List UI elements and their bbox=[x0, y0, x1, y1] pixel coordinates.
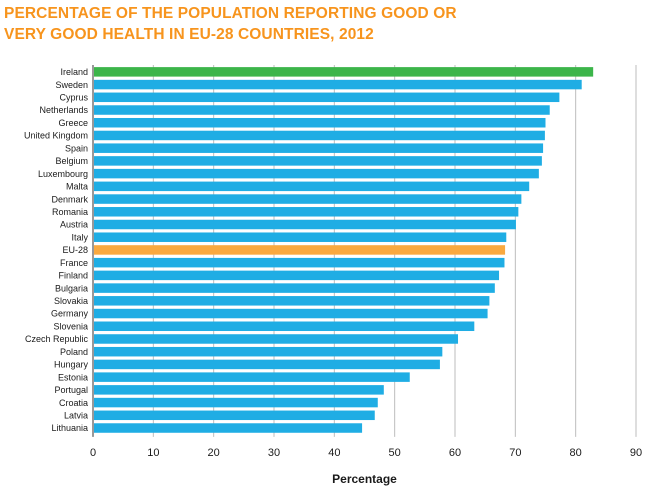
category-label-ireland: Ireland bbox=[60, 67, 88, 77]
bar-poland bbox=[94, 346, 443, 357]
bar-austria bbox=[94, 219, 516, 230]
bar-spain bbox=[94, 143, 544, 153]
category-label-greece: Greece bbox=[58, 118, 88, 128]
category-label-romania: Romania bbox=[52, 207, 88, 217]
chart-title-line-2: VERY GOOD HEALTH IN EU-28 COUNTRIES, 201… bbox=[4, 26, 374, 43]
x-axis-title: Percentage bbox=[332, 472, 397, 486]
category-label-netherlands: Netherlands bbox=[39, 105, 88, 115]
chart-title-line-1: PERCENTAGE OF THE POPULATION REPORTING G… bbox=[4, 5, 457, 22]
category-label-slovenia: Slovenia bbox=[53, 321, 88, 331]
x-tick-label-70: 70 bbox=[509, 447, 521, 459]
x-tick-label-90: 90 bbox=[630, 447, 642, 459]
category-label-finland: Finland bbox=[58, 271, 88, 281]
bar-bulgaria bbox=[94, 283, 495, 293]
category-label-sweden: Sweden bbox=[55, 80, 88, 90]
bar-malta bbox=[94, 181, 530, 192]
bars bbox=[94, 67, 594, 433]
bar-france bbox=[94, 257, 505, 268]
category-label-czech-republic: Czech Republic bbox=[25, 334, 89, 344]
category-label-latvia: Latvia bbox=[64, 411, 88, 421]
category-label-eu-28: EU-28 bbox=[62, 245, 88, 255]
category-label-malta: Malta bbox=[66, 182, 88, 192]
bar-greece bbox=[94, 117, 546, 128]
category-label-bulgaria: Bulgaria bbox=[55, 283, 88, 293]
category-label-cyprus: Cyprus bbox=[59, 93, 88, 103]
bar-hungary bbox=[94, 359, 440, 370]
bar-portugal bbox=[94, 385, 384, 395]
bar-belgium bbox=[94, 156, 542, 166]
x-tick-label-30: 30 bbox=[268, 447, 280, 459]
category-label-france: France bbox=[60, 258, 88, 268]
x-tick-label-40: 40 bbox=[328, 447, 340, 459]
category-label-portugal: Portugal bbox=[54, 385, 88, 395]
bar-finland bbox=[94, 270, 500, 281]
category-label-slovakia: Slovakia bbox=[54, 296, 88, 306]
category-label-united-kingdom: United Kingdom bbox=[24, 131, 88, 141]
x-tick-label-60: 60 bbox=[449, 447, 461, 459]
bar-eu-28 bbox=[94, 245, 506, 255]
bar-luxembourg bbox=[94, 168, 539, 179]
bar-denmark bbox=[94, 194, 522, 204]
x-tick-label-50: 50 bbox=[389, 447, 401, 459]
bar-slovakia bbox=[94, 296, 490, 306]
bar-czech-republic bbox=[94, 334, 459, 344]
bar-united-kingdom bbox=[94, 130, 545, 141]
chart-title: PERCENTAGE OF THE POPULATION REPORTING G… bbox=[4, 3, 457, 45]
bar-ireland bbox=[94, 67, 594, 77]
bar-estonia bbox=[94, 372, 410, 382]
category-label-poland: Poland bbox=[60, 347, 88, 357]
x-tick-label-10: 10 bbox=[147, 447, 159, 459]
category-label-luxembourg: Luxembourg bbox=[38, 169, 88, 179]
bar-latvia bbox=[94, 410, 375, 421]
x-tick-label-20: 20 bbox=[208, 447, 220, 459]
bar-netherlands bbox=[94, 105, 550, 115]
category-label-spain: Spain bbox=[65, 143, 88, 153]
category-label-germany: Germany bbox=[51, 309, 89, 319]
bar-cyprus bbox=[94, 92, 560, 103]
category-label-italy: Italy bbox=[71, 232, 88, 242]
bar-slovenia bbox=[94, 321, 475, 332]
bar-romania bbox=[94, 207, 519, 217]
bar-croatia bbox=[94, 397, 378, 408]
category-label-denmark: Denmark bbox=[51, 194, 88, 204]
x-tick-labels: 0 10 20 30 40 50 60 70 80 90 bbox=[90, 447, 642, 459]
bar-italy bbox=[94, 232, 507, 242]
bar-germany bbox=[94, 308, 488, 319]
bar-lithuania bbox=[94, 423, 363, 433]
category-label-belgium: Belgium bbox=[55, 156, 88, 166]
category-label-estonia: Estonia bbox=[58, 372, 88, 382]
category-labels: Ireland Sweden Cyprus Netherlands Greece Unit… bbox=[24, 67, 89, 433]
category-label-croatia: Croatia bbox=[59, 398, 88, 408]
x-tick-label-80: 80 bbox=[570, 447, 582, 459]
bar-sweden bbox=[94, 79, 582, 90]
x-tick-label-0: 0 bbox=[90, 447, 96, 459]
category-label-hungary: Hungary bbox=[54, 360, 89, 370]
category-label-austria: Austria bbox=[60, 220, 88, 230]
category-label-lithuania: Lithuania bbox=[51, 423, 88, 433]
